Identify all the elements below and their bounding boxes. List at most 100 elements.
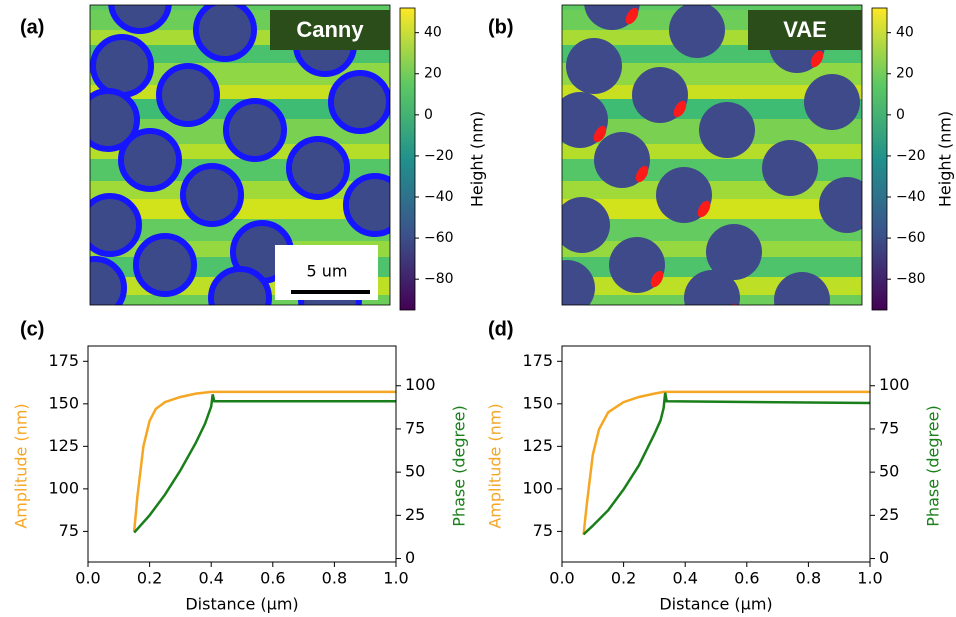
detected-edge	[90, 193, 142, 257]
y-tick-label: 150	[522, 393, 553, 412]
colorbar-tick-label: −40	[896, 189, 926, 205]
x-axis-label: Distance (μm)	[185, 595, 298, 614]
y2-tick-label: 100	[879, 375, 910, 394]
detected-edge	[343, 173, 390, 237]
x-tick-label: 0.4	[672, 569, 697, 588]
axes-frame	[87, 345, 397, 563]
anomaly	[635, 165, 649, 183]
colorbar-tick-label: −60	[896, 230, 926, 246]
hole	[819, 177, 862, 233]
y2-tick-label: 75	[405, 418, 425, 437]
x-tick-label: 1.0	[383, 569, 408, 588]
colorbar-tick-label: 0	[424, 107, 433, 123]
line	[582, 390, 870, 535]
y2-tick-label: 50	[879, 462, 899, 481]
y-tick-label: 150	[48, 393, 79, 412]
colorbar-tick-label: 20	[424, 66, 442, 82]
y-tick-label: 125	[522, 436, 553, 455]
y-tick-label: 75	[59, 521, 79, 540]
image-stripe	[562, 219, 862, 241]
y-tick-label: 175	[522, 351, 553, 370]
y-tick-label: 100	[522, 478, 553, 497]
x-tick-label: 0.6	[260, 569, 285, 588]
image-frame	[561, 4, 863, 306]
colorbar-tick-label: 0	[896, 107, 905, 123]
detected-edge	[90, 256, 127, 305]
detected-edge	[223, 98, 287, 162]
scale-bar-label: 5 um	[307, 262, 348, 281]
line	[133, 394, 396, 534]
detected-edge	[193, 5, 257, 62]
x-tick-label: 0.2	[137, 569, 162, 588]
detected-edge	[133, 233, 197, 297]
x-tick-label: 1.0	[857, 569, 882, 588]
anomaly	[697, 200, 711, 218]
y2-tick-label: 50	[405, 462, 425, 481]
hole	[699, 102, 755, 158]
y2-axis-label: Phase (degree)	[450, 405, 469, 526]
panel-label: (b)	[488, 16, 514, 38]
hole	[684, 270, 740, 305]
hole	[566, 38, 622, 94]
colorbar-tick-label: −60	[424, 230, 454, 246]
colorbar-label: Height (nm)	[468, 111, 487, 207]
colorbar	[399, 7, 416, 311]
y2-tick-label: 25	[405, 505, 425, 524]
y-tick-label: 75	[533, 521, 553, 540]
colorbar-tick-label: 40	[424, 25, 442, 41]
line	[132, 390, 396, 532]
image-stripe	[562, 199, 862, 219]
anomaly	[650, 270, 664, 288]
hole	[706, 224, 762, 280]
micrograph	[90, 5, 390, 305]
annotation-box	[270, 10, 390, 50]
hole	[562, 197, 610, 253]
y-axis-label: Amplitude (nm)	[12, 403, 31, 528]
y-axis-label: Amplitude (nm)	[486, 403, 505, 528]
annotation-box	[748, 10, 862, 50]
colorbar-tick-label: −40	[424, 189, 454, 205]
hole	[609, 237, 665, 293]
hole	[562, 260, 595, 305]
colorbar-tick-label: −20	[896, 148, 926, 164]
x-tick-label: 0.4	[198, 569, 223, 588]
y2-tick-label: 75	[879, 418, 899, 437]
annotation: VAE	[783, 17, 827, 42]
y-tick-label: 175	[48, 351, 79, 370]
hole	[669, 5, 725, 58]
anomaly	[673, 100, 687, 118]
micrograph	[562, 5, 862, 305]
colorbar-tick-label: −20	[424, 148, 454, 164]
x-axis-label: Distance (μm)	[659, 595, 772, 614]
anomaly	[810, 50, 824, 68]
x-tick-label: 0.8	[796, 569, 821, 588]
anomaly	[625, 7, 639, 25]
detected-edge	[118, 128, 182, 192]
y2-tick-label: 25	[879, 505, 899, 524]
y2-tick-label: 0	[405, 548, 415, 567]
axes-frame	[561, 345, 871, 563]
x-tick-label: 0.0	[75, 569, 100, 588]
hole	[632, 67, 688, 123]
colorbar-tick-label: 20	[896, 66, 914, 82]
x-tick-label: 0.6	[734, 569, 759, 588]
colorbar-tick-label: 40	[896, 25, 914, 41]
image-stripe	[562, 181, 862, 199]
panel-label: (d)	[488, 318, 514, 340]
colorbar-tick-label: −80	[896, 271, 926, 287]
y2-tick-label: 100	[405, 375, 436, 394]
y2-axis-label: Phase (degree)	[924, 405, 943, 526]
detected-edge	[108, 5, 172, 34]
image-frame	[89, 4, 391, 306]
annotation: Canny	[296, 17, 364, 42]
detected-edge	[90, 34, 154, 98]
hole	[594, 132, 650, 188]
x-tick-label: 0.0	[549, 569, 574, 588]
hole	[774, 272, 830, 305]
detected-edge	[328, 70, 390, 134]
colorbar	[871, 7, 888, 311]
panel-label: (a)	[20, 16, 44, 38]
colorbar-tick-label: −80	[424, 271, 454, 287]
panel-label: (c)	[20, 318, 44, 340]
detected-edge	[156, 63, 220, 127]
